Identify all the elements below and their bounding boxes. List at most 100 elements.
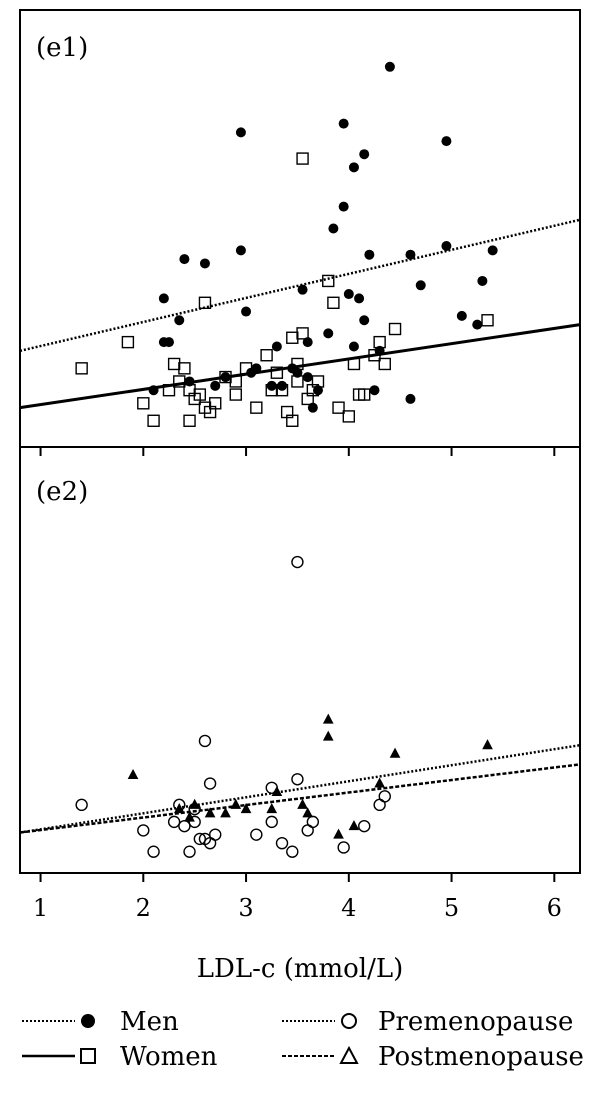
point-women [342,410,356,423]
point-men [302,337,313,348]
point-men [302,372,313,383]
x-tick-label-1: 1 [33,894,48,922]
point-postmenopause [322,730,334,741]
point-women [286,414,299,427]
point-premenopause [337,841,350,854]
point-premenopause [188,815,201,829]
point-postmenopause [189,798,201,809]
point-men [251,363,262,374]
point-women [332,401,345,414]
point-men [348,341,359,352]
point-men [348,162,359,173]
point-women [229,375,242,388]
panel-e1-ticks [39,447,556,456]
point-women [291,357,304,371]
point-premenopause [203,777,217,790]
point-postmenopause [348,820,360,831]
point-women [183,414,196,427]
legend-postmenopause-label: Postmenopause [378,1042,584,1072]
fit-line-premenopause [19,743,581,834]
point-premenopause [198,734,212,748]
point-postmenopause [322,713,334,724]
point-women [291,375,304,388]
point-men [405,249,416,260]
point-postmenopause [220,807,231,818]
point-men [359,315,370,326]
point-men [210,380,221,391]
point-premenopause [358,819,371,833]
point-premenopause [265,815,278,829]
point-men [487,245,498,256]
point-postmenopause [302,807,314,818]
panel-e1-points [75,61,498,427]
point-women [178,362,191,375]
point-men [307,402,318,413]
point-postmenopause [230,798,242,809]
point-postmenopause [266,803,278,814]
panel-e1-label: (e1) [36,33,88,63]
point-women [388,322,402,336]
point-premenopause [209,828,222,841]
point-postmenopause [297,798,308,809]
point-men [235,245,246,256]
point-men [359,149,370,160]
point-women [250,401,263,414]
point-men [415,280,426,291]
panel-e2-fit-lines [19,743,581,834]
fit-line-postmenopause [19,763,581,834]
point-women [286,331,299,344]
point-women [260,349,273,362]
legend-premenopause-label: Premenopause [378,1007,573,1037]
point-postmenopause [127,768,139,780]
point-women [137,397,150,410]
point-men [338,201,349,212]
legend-premenopause-marker [341,1013,357,1029]
legend-item-postmenopause: Postmenopause [282,1042,584,1072]
legend-item-men: Men [22,1007,179,1037]
point-postmenopause [204,807,216,818]
fit-line-women [19,323,581,410]
fit-line-men [19,218,581,353]
point-men [323,328,334,339]
point-men [405,393,416,404]
point-women [327,296,340,309]
point-men [297,284,308,295]
point-men [338,118,349,129]
legend-men-marker [81,1014,95,1028]
panel-e1-fit-lines [19,218,581,410]
point-women [162,383,176,397]
point-men [369,385,380,396]
point-women [209,397,222,410]
x-tick-label-3: 3 [238,894,253,922]
point-women [275,383,289,397]
point-women [219,370,232,384]
point-men [220,372,231,383]
point-men [364,249,375,260]
point-women [311,375,325,388]
legend-item-women: Women [22,1042,218,1072]
legend-item-premenopause: Premenopause [282,1007,573,1037]
point-women [193,388,207,401]
legend-women-label: Women [120,1042,218,1072]
point-premenopause [250,828,263,841]
point-postmenopause [184,811,195,822]
point-postmenopause [240,803,252,814]
point-women [347,357,361,371]
x-tick-labels: 1 2 3 4 5 6 [33,894,562,922]
point-men [199,258,210,269]
point-men [456,310,467,321]
point-men [472,319,483,330]
panel-e2-points [75,555,493,858]
legend-men-label: Men [120,1007,179,1037]
point-men [174,315,185,326]
point-premenopause [75,798,88,812]
point-women [296,327,309,340]
point-women [265,383,278,397]
point-premenopause [306,815,320,829]
point-men [328,223,339,234]
point-men [163,337,174,348]
point-postmenopause [173,803,185,814]
point-men [266,380,277,391]
point-women [147,414,160,427]
point-women [229,388,242,401]
